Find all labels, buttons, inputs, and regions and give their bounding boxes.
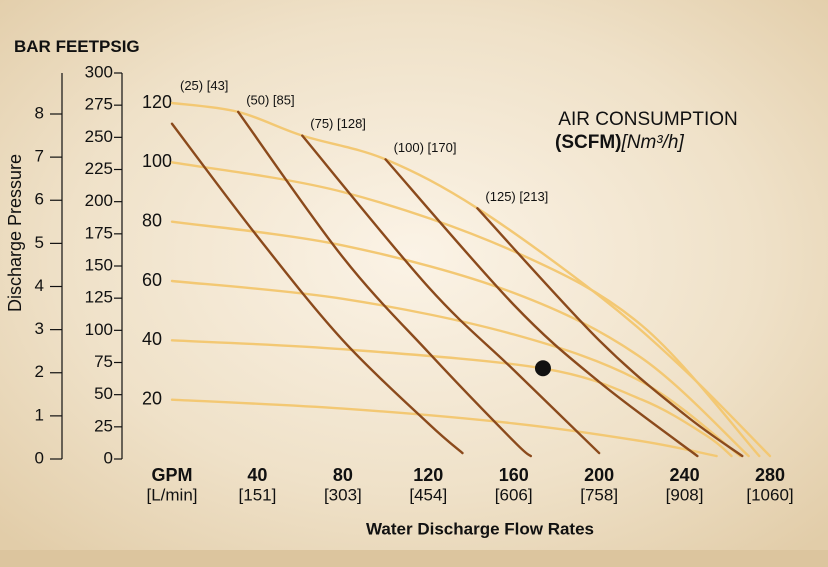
bottom-strip — [0, 550, 828, 567]
feet-tick-label: 300 — [85, 62, 113, 81]
x-tick-label: 200 — [584, 465, 614, 485]
curve — [384, 158, 699, 458]
x-tick-label: 240 — [670, 465, 700, 485]
feet-tick-label: 175 — [85, 223, 113, 242]
curve — [170, 101, 772, 458]
x-tick-label: 160 — [499, 465, 529, 485]
psig-tick-label: 100 — [142, 151, 172, 171]
operating-point — [534, 360, 551, 377]
x-tick-sublabel: [151] — [239, 485, 277, 504]
x-tick-sublabel: [606] — [495, 485, 533, 504]
curve-label: (25) [43] — [180, 78, 228, 93]
y-axis-label: Discharge Pressure — [5, 154, 25, 312]
curve — [170, 122, 464, 455]
bar-tick-label: 0 — [35, 448, 44, 467]
x-tick-label: 120 — [413, 465, 443, 485]
x-tick-sublabel: [758] — [580, 485, 618, 504]
bar-tick-label: 7 — [35, 147, 44, 166]
bar-tick-label: 8 — [35, 103, 44, 122]
curve-label: (100) [170] — [394, 140, 457, 155]
psig-tick-label: 20 — [142, 388, 162, 408]
bar-tick-label: 5 — [35, 233, 44, 252]
feet-tick-label: 25 — [94, 416, 113, 435]
curve — [476, 207, 744, 458]
feet-tick-label: 200 — [85, 191, 113, 210]
x-axis-label: Water Discharge Flow Rates — [366, 519, 594, 538]
bar-tick-label: 3 — [35, 319, 44, 338]
x-tick-sublabel: [454] — [409, 485, 447, 504]
curve — [170, 220, 750, 458]
bar-tick-label: 6 — [35, 190, 44, 209]
bar-tick-label: 2 — [35, 362, 44, 381]
psig-tick-label: 40 — [142, 329, 162, 349]
x-tick-label: GPM — [151, 465, 192, 485]
curve-label: (125) [213] — [485, 189, 548, 204]
feet-tick-label: 150 — [85, 255, 113, 274]
psig-tick-label: 60 — [142, 270, 162, 290]
curve — [170, 398, 718, 458]
feet-tick-label: 250 — [85, 127, 113, 146]
axis-header: BAR FEETPSIG — [14, 37, 140, 56]
psig-tick-label: 120 — [142, 92, 172, 112]
feet-tick-label: 275 — [85, 95, 113, 114]
feet-tick-label: 125 — [85, 288, 113, 307]
x-tick-sublabel: [908] — [666, 485, 704, 504]
feet-tick-label: 225 — [85, 159, 113, 178]
feet-tick-label: 100 — [85, 320, 113, 339]
curve — [301, 134, 601, 455]
legend-title: AIR CONSUMPTION — [558, 109, 737, 130]
x-tick-sublabel: [L/min] — [146, 485, 197, 504]
curve-label: (75) [128] — [310, 116, 366, 131]
bar-tick-label: 1 — [35, 405, 44, 424]
bar-tick-label: 4 — [35, 276, 44, 295]
feet-tick-label: 50 — [94, 384, 113, 403]
psig-tick-label: 80 — [142, 210, 162, 230]
x-tick-sublabel: [303] — [324, 485, 362, 504]
legend-units: (SCFM)[Nm³/h] — [555, 132, 684, 153]
feet-tick-label: 0 — [104, 448, 113, 467]
curve-label: (50) [85] — [246, 92, 294, 107]
x-tick-label: 280 — [755, 465, 785, 485]
curve — [237, 110, 532, 458]
feet-tick-label: 75 — [94, 352, 113, 371]
x-tick-label: 80 — [333, 465, 353, 485]
x-tick-label: 40 — [247, 465, 267, 485]
x-tick-sublabel: [1060] — [746, 485, 793, 504]
curve — [170, 161, 761, 458]
curve — [170, 279, 742, 458]
